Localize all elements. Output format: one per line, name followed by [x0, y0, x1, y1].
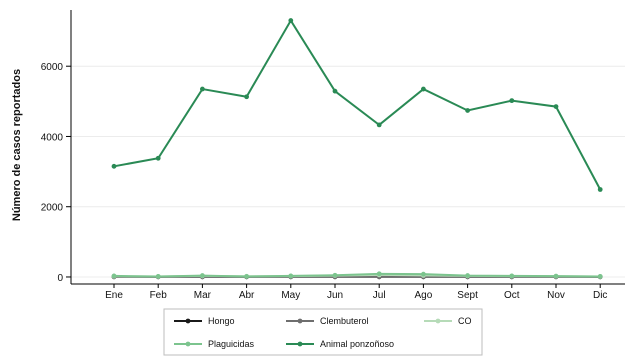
data-point [244, 94, 250, 100]
legend-marker [297, 318, 303, 324]
data-point [155, 155, 161, 161]
y-axis-title: Número de casos reportados [11, 69, 23, 221]
series-lines [111, 18, 603, 280]
legend-label: Hongo [208, 316, 235, 326]
data-point [553, 104, 559, 110]
data-point [200, 273, 205, 278]
gridlines [71, 65, 625, 278]
data-point [465, 108, 470, 113]
data-point [553, 273, 559, 279]
data-point [376, 122, 382, 128]
x-tick-label: Feb [150, 290, 168, 301]
data-point [597, 274, 603, 279]
data-point [155, 274, 161, 279]
legend-label: CO [458, 316, 472, 326]
data-point [509, 273, 515, 279]
data-point [421, 271, 426, 277]
legend-marker [297, 341, 303, 347]
legend-marker [435, 318, 441, 324]
data-point [111, 163, 117, 169]
legend-label: Animal ponzoñoso [320, 339, 394, 349]
x-tick-label: Jun [327, 290, 343, 301]
x-tick-label: Ago [415, 290, 433, 301]
x-tick-label: Oct [504, 290, 520, 301]
x-tick-label: Dic [593, 290, 607, 301]
data-point [244, 274, 250, 279]
data-point [288, 273, 294, 279]
data-point [376, 271, 382, 277]
y-tick-label: 0 [57, 273, 63, 284]
data-point [288, 18, 294, 23]
x-tick-label: Abr [239, 290, 255, 301]
y-tick-label: 6000 [41, 62, 64, 73]
legend-box [163, 308, 483, 356]
y-tick-label: 2000 [41, 203, 64, 214]
x-tick-label: Mar [194, 290, 212, 301]
data-point [200, 86, 205, 92]
x-tick-label: Jul [373, 290, 386, 301]
data-point [332, 88, 338, 94]
series-line [113, 18, 602, 190]
x-tick-label: Ene [105, 290, 123, 301]
axes [66, 10, 625, 288]
data-point [332, 272, 338, 278]
legend-marker [185, 318, 191, 324]
series-line [113, 272, 601, 278]
x-tick-label: Nov [547, 290, 565, 301]
y-tick-label: 4000 [41, 132, 64, 143]
data-point [465, 273, 470, 278]
legend-label: Clembuterol [320, 316, 369, 326]
data-point [421, 86, 426, 92]
x-tick-label: Sept [457, 290, 478, 301]
tick-labels: 0 2000 4000 6000 Ene Feb Mar Abr May Jun Jul Ago Sep… [41, 62, 608, 301]
data-point [597, 187, 603, 192]
x-tick-label: May [281, 290, 300, 301]
data-point [111, 273, 117, 279]
legend: Hongo Clembuterol CO Plaguicidas Animal ponz… [163, 308, 483, 356]
data-point [509, 98, 515, 104]
legend-marker [185, 341, 191, 347]
legend-label: Plaguicidas [208, 339, 255, 349]
